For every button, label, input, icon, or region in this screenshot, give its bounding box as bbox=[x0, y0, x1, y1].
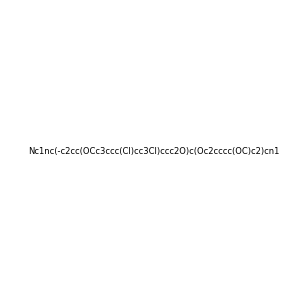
Text: Nc1nc(-c2cc(OCc3ccc(Cl)cc3Cl)ccc2O)c(Oc2cccc(OC)c2)cn1: Nc1nc(-c2cc(OCc3ccc(Cl)cc3Cl)ccc2O)c(Oc2… bbox=[28, 147, 279, 156]
